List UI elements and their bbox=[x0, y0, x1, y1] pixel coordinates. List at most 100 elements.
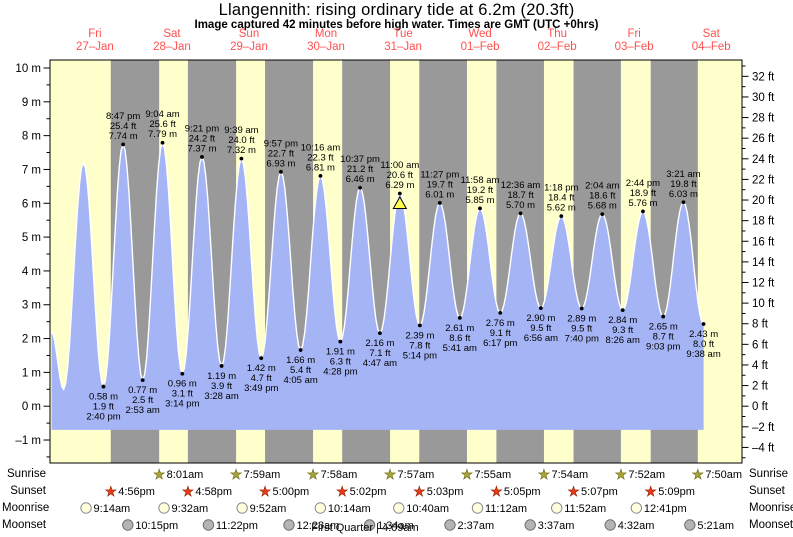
sunrise-time: 7:58am bbox=[321, 469, 358, 481]
moonset-time: 4:32am bbox=[618, 520, 655, 532]
day-date-label: 03–Feb bbox=[615, 41, 654, 53]
y-axis-label-right: 4 ft bbox=[752, 360, 769, 372]
tide-extreme-label: 18.9 ft bbox=[630, 188, 657, 199]
moonset-time: 3:37am bbox=[538, 520, 575, 532]
tide-extreme-label: 2.84 m bbox=[608, 315, 637, 326]
tide-extreme-label: 5.85 m bbox=[465, 195, 494, 206]
tide-extreme-label: 8.6 ft bbox=[449, 333, 470, 344]
y-axis-label-right: 6 ft bbox=[752, 339, 769, 351]
tide-extreme-label: 9:04 am bbox=[145, 109, 179, 120]
tide-extreme-dot bbox=[478, 206, 482, 211]
tide-extreme-label: 3.9 ft bbox=[211, 381, 232, 392]
tide-extreme-label: 9.5 ft bbox=[530, 323, 551, 334]
sunset-icon: ★ bbox=[490, 484, 502, 499]
tide-extreme-label: 6.3 ft bbox=[330, 357, 351, 368]
moonrise-time: 11:12am bbox=[485, 503, 527, 515]
moonset-icon bbox=[363, 519, 376, 531]
tide-extreme-label: 21.2 ft bbox=[347, 164, 374, 175]
y-axis-label-left: 7 m bbox=[22, 164, 41, 176]
tide-extreme-dot bbox=[180, 371, 185, 376]
tide-extreme-dot bbox=[338, 339, 343, 344]
moon-phase-note: First Quarter | 4:09am bbox=[311, 522, 419, 534]
y-axis-label-right: –4 ft bbox=[752, 442, 775, 454]
tide-extreme-label: 18.6 ft bbox=[589, 191, 616, 202]
sunrise-time: 7:54am bbox=[551, 469, 588, 481]
day-date-label: 31–Jan bbox=[384, 41, 422, 53]
tide-curve-area bbox=[51, 142, 704, 430]
tide-extreme-label: 10:37 pm bbox=[340, 154, 380, 165]
day-label: Sun bbox=[239, 28, 259, 40]
moonset-row-label-left: Moonset bbox=[2, 519, 47, 531]
moonset-time: 1:34am bbox=[377, 520, 414, 532]
tide-extreme-label: 3:21 am bbox=[666, 169, 700, 180]
tide-extreme-label: 2.5 ft bbox=[132, 395, 153, 406]
tide-extreme-label: 25.6 ft bbox=[149, 119, 176, 130]
tide-extreme-label: 1.9 ft bbox=[93, 402, 114, 413]
tide-extreme-label: 5.62 m bbox=[547, 203, 576, 214]
tide-extreme-label: 3:14 pm bbox=[165, 399, 199, 410]
tide-extreme-dot bbox=[681, 200, 686, 205]
y-axis-label-right: –2 ft bbox=[752, 422, 775, 434]
moonrise-icon bbox=[630, 502, 643, 514]
day-label: Sat bbox=[703, 28, 721, 40]
tide-extreme-label: 11:58 am bbox=[461, 175, 500, 186]
sunset-time: 5:09pm bbox=[658, 486, 695, 498]
sunset-icon: ★ bbox=[336, 484, 348, 499]
sunset-time: 5:00pm bbox=[273, 486, 310, 498]
sunset-icon: ★ bbox=[567, 484, 579, 499]
tide-extreme-label: 1:18 pm bbox=[544, 183, 578, 194]
sunrise-row-label-right: Sunrise bbox=[749, 468, 788, 480]
tide-extreme-label: 2.65 m bbox=[649, 322, 678, 333]
tide-extreme-label: 2.76 m bbox=[486, 318, 515, 329]
y-axis-label-left: 3 m bbox=[22, 300, 41, 312]
y-axis-label-right: 8 ft bbox=[752, 319, 769, 331]
sunset-row-label-right: Sunset bbox=[749, 485, 785, 497]
day-date-label: 01–Feb bbox=[461, 41, 500, 53]
moonrise-time: 9:32am bbox=[172, 503, 209, 515]
moonrise-icon bbox=[158, 502, 170, 514]
tide-extreme-dot bbox=[701, 322, 706, 326]
tide-extreme-label: 2:04 am bbox=[585, 181, 619, 192]
y-axis-label-right: 22 ft bbox=[752, 174, 775, 186]
tide-extreme-label: 4:05 am bbox=[283, 375, 317, 386]
tide-extreme-label: 9:38 am bbox=[686, 349, 720, 360]
tide-extreme-label: 6.03 m bbox=[669, 189, 698, 200]
y-axis-label-right: 14 ft bbox=[752, 257, 775, 269]
tide-extreme-label: 0.77 m bbox=[128, 385, 157, 396]
tide-extreme-label: 9.1 ft bbox=[490, 328, 511, 339]
y-axis-label-right: 10 ft bbox=[752, 298, 775, 310]
tide-extreme-label: 4:47 am bbox=[363, 358, 397, 369]
sunrise-icon: ★ bbox=[538, 467, 550, 482]
tide-extreme-label: 9:03 pm bbox=[646, 342, 680, 353]
moonrise-icon bbox=[550, 502, 563, 514]
y-axis-label-right: 32 ft bbox=[752, 71, 775, 83]
sunset-icon: ★ bbox=[413, 484, 425, 499]
tide-extreme-label: 8.0 ft bbox=[693, 339, 714, 350]
tide-extreme-dot bbox=[377, 331, 382, 336]
sunset-icon: ★ bbox=[105, 484, 117, 499]
sunset-icon: ★ bbox=[259, 484, 271, 499]
tide-extreme-dot bbox=[518, 211, 523, 216]
tide-extreme-dot bbox=[219, 364, 224, 368]
tide-extreme-dot bbox=[358, 185, 362, 190]
tide-extreme-label: 7.1 ft bbox=[369, 348, 390, 359]
moonrise-time: 9:52am bbox=[250, 503, 287, 515]
day-date-label: 02–Feb bbox=[538, 41, 577, 53]
tide-extreme-label: 6.01 m bbox=[425, 189, 454, 200]
tide-extreme-label: 7:40 pm bbox=[565, 333, 599, 344]
moonset-time: 12:28am bbox=[297, 520, 340, 532]
tide-extreme-label: 6.46 m bbox=[346, 174, 375, 185]
tide-extreme-label: 1.91 m bbox=[326, 347, 355, 358]
tide-extreme-label: 25.4 ft bbox=[110, 121, 137, 132]
tide-extreme-label: 7.74 m bbox=[109, 131, 138, 142]
tide-extreme-label: 2.90 m bbox=[526, 313, 555, 324]
tide-extreme-label: 2.61 m bbox=[445, 323, 474, 334]
moonrise-time: 10:14am bbox=[328, 503, 371, 515]
y-axis-label-left: 1 m bbox=[22, 367, 41, 379]
moonset-time: 2:37am bbox=[457, 520, 494, 532]
tide-extreme-label: 2:44 pm bbox=[626, 178, 660, 189]
sunrise-row-label-left: Sunrise bbox=[7, 468, 46, 480]
tide-extreme-dot bbox=[239, 156, 244, 161]
y-axis-label-right: 26 ft bbox=[752, 133, 775, 145]
